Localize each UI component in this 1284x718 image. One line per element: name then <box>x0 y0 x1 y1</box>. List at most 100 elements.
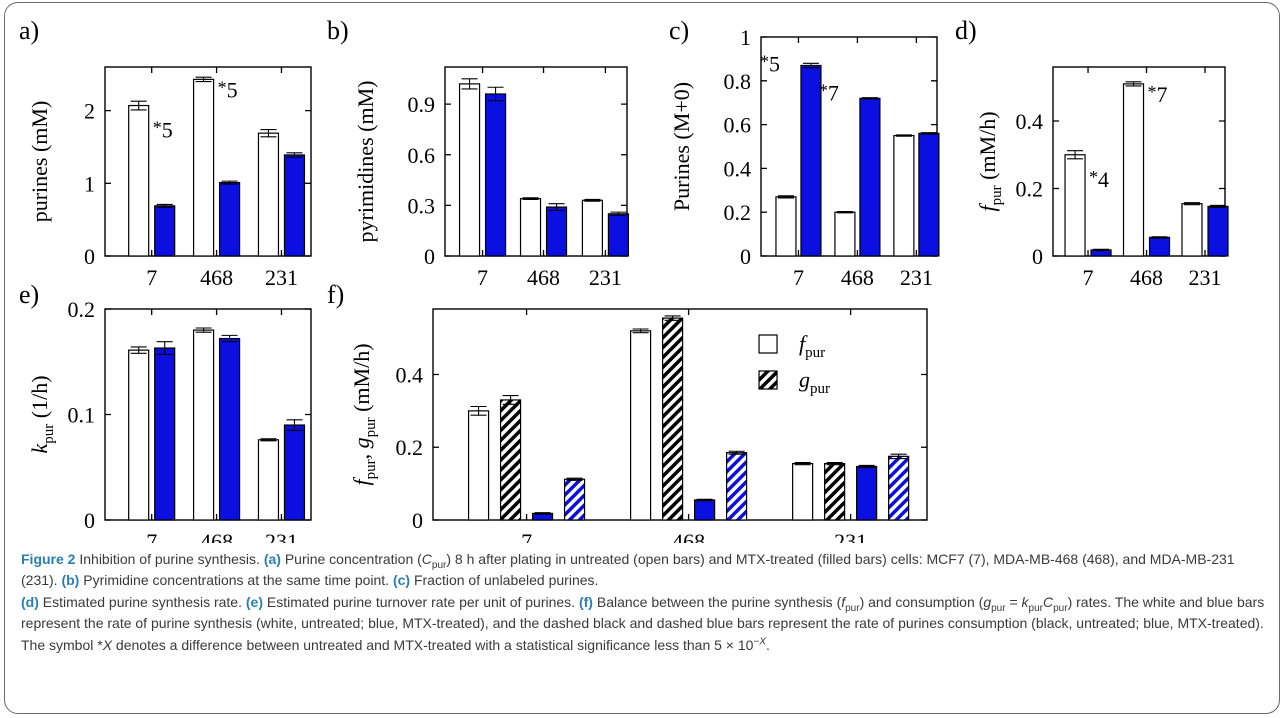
significance-number: 7 <box>1157 82 1168 107</box>
caption-figure-label: Figure 2 <box>21 551 76 567</box>
caption-f-text2: ) and consumption ( <box>859 593 984 610</box>
caption-c-label: (c) <box>392 572 411 589</box>
caption-f-text3: ) rates. The white and blue bars represe… <box>21 593 1265 653</box>
x-tick-label: 7 <box>521 529 532 543</box>
significance-star: * <box>819 80 828 100</box>
caption-k-symbol: k <box>1021 593 1029 610</box>
y-axis-label-part: (mM/h) <box>349 343 374 417</box>
caption-exponent-x: X <box>759 635 766 647</box>
x-tick-label: 468 <box>200 529 233 543</box>
legend-swatch-open <box>758 334 778 354</box>
caption-c-text: Fraction of unlabeled purines. <box>413 572 599 589</box>
caption-f-text4: denotes a difference between untreated a… <box>112 636 754 653</box>
y-tick-label: 0.2 <box>68 297 96 322</box>
caption-d-label: (d) <box>21 593 39 610</box>
bar-filled-231 <box>1207 205 1229 257</box>
legend-label-sub: pur <box>805 345 825 361</box>
y-tick-label: 2 <box>84 99 95 124</box>
caption-title: Inhibition of purine synthesis. <box>79 551 260 567</box>
y-axis-label-sub: pur <box>41 424 57 444</box>
caption-a-text2: ) 8 h after plating in untreated (open b… <box>21 551 1235 589</box>
y-axis-label-main: k <box>27 443 52 454</box>
bar-open-468 <box>519 198 542 257</box>
y-tick-label: 0 <box>740 244 751 269</box>
bar-hatch-blue-468 <box>725 452 748 521</box>
y-tick-label: 0.1 <box>68 403 96 428</box>
significance-star: * <box>760 51 769 71</box>
significance-number: 7 <box>828 80 839 105</box>
bar-open-231 <box>1181 203 1203 257</box>
caption-a-symbol: C <box>421 551 432 567</box>
bar-open-468 <box>629 330 652 521</box>
significance-star: * <box>153 118 162 138</box>
panel-label-a: a) <box>19 16 39 45</box>
caption-exponent: −X <box>753 636 766 647</box>
y-tick-label: 0 <box>1032 244 1043 269</box>
y-tick-label: 0.8 <box>724 69 752 94</box>
bar-filled-7 <box>484 93 507 257</box>
bar-filled-468 <box>859 97 881 257</box>
y-axis-label-unit: (mM/h) <box>975 111 1000 185</box>
y-tick-label: 0 <box>424 244 435 269</box>
caption-end: . <box>765 636 770 653</box>
y-tick-label: 0.2 <box>1016 177 1044 202</box>
panel-e: e) 0 0.1 0.2 kpur (1/h) 7 468 231 <box>19 280 312 543</box>
bar-filled-231 <box>283 154 306 257</box>
x-tick-label: 468 <box>200 265 233 290</box>
bar-filled-468 <box>218 337 241 521</box>
bar-open-231 <box>257 439 280 521</box>
panel-label-d: d) <box>955 16 977 45</box>
caption-b-text: Pyrimidine concentrations at the same ti… <box>83 572 390 589</box>
caption-e-text: Estimated purine turnover rate per unit … <box>266 593 576 610</box>
significance-number: 5 <box>769 51 780 76</box>
y-tick-label: 0.4 <box>1016 109 1044 134</box>
x-tick-label: 231 <box>834 529 867 543</box>
significance-label: *7 <box>819 80 839 105</box>
y-axis-label-part: f <box>349 477 374 486</box>
x-tick-label: 231 <box>265 529 298 543</box>
y-tick-label: 0.4 <box>724 156 752 181</box>
x-tick-label: 7 <box>1083 265 1094 290</box>
caption-f-eq: = <box>1005 593 1022 610</box>
caption-e-label: (e) <box>245 593 264 610</box>
bar-filled-468 <box>1148 236 1171 257</box>
caption-f-sub1: pur <box>845 602 860 614</box>
bar-filled-231 <box>918 132 940 257</box>
y-axis-label: Purines (M+0) <box>669 82 694 211</box>
y-axis-label: kpur (1/h) <box>27 375 57 453</box>
legend-label-main: f <box>799 331 808 356</box>
caption-f-symbol: f <box>841 593 846 610</box>
y-tick-label: 0 <box>412 508 423 533</box>
x-tick-label: 468 <box>841 265 874 290</box>
bar-open-7 <box>458 83 481 257</box>
bar-open-7 <box>128 104 150 257</box>
y-tick-label: 0 <box>84 508 95 533</box>
bar-open-7 <box>775 196 797 257</box>
bar-filled-468 <box>693 499 716 521</box>
bar-open-231 <box>792 463 814 521</box>
figure-frame: a) 0 1 2 purines (mM) 7 468 231 *5 *5 b) 0 0.3 0.6 0.9… <box>4 2 1280 714</box>
bar-hatch-black-468 <box>661 317 684 521</box>
y-axis-label-part: , <box>349 448 374 459</box>
significance-star: * <box>1089 167 1098 187</box>
y-axis-label-part: pur <box>363 417 379 437</box>
y-tick-label: 0.4 <box>396 362 424 387</box>
y-axis-label-main: f <box>975 203 1000 212</box>
y-axis-label: pyrimidines (mM) <box>353 81 378 243</box>
x-tick-label: 468 <box>527 265 560 290</box>
significance-label: *5 <box>153 118 173 143</box>
caption-f-sub4: pur <box>1053 602 1068 614</box>
significance-label: *5 <box>760 51 780 76</box>
x-tick-label: 231 <box>1189 265 1222 290</box>
caption-a-label: (a) <box>263 551 281 567</box>
caption-f-sub2: pur <box>991 602 1006 614</box>
y-tick-label: 1 <box>740 25 751 50</box>
legend-label-main: g <box>799 367 810 392</box>
bar-hatch-blue-7 <box>563 478 586 521</box>
caption-x-symbol: X <box>102 636 113 653</box>
x-tick-label: 7 <box>793 265 804 290</box>
